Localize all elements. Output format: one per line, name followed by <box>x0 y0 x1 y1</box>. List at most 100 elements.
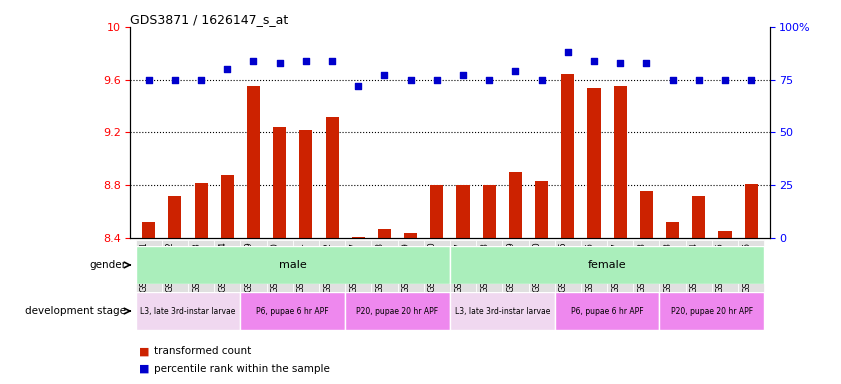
Text: GSM572833: GSM572833 <box>664 242 673 293</box>
Point <box>613 60 627 66</box>
Text: GDS3871 / 1626147_s_at: GDS3871 / 1626147_s_at <box>130 13 288 26</box>
Point <box>246 58 260 64</box>
Bar <box>535 181 548 238</box>
Text: L3, late 3rd-instar larvae: L3, late 3rd-instar larvae <box>455 306 550 316</box>
Bar <box>214 240 241 298</box>
Bar <box>555 292 659 330</box>
Bar <box>424 240 450 298</box>
Bar <box>450 292 555 330</box>
Point <box>692 76 706 83</box>
Bar <box>194 183 208 238</box>
Point <box>142 76 156 83</box>
Point <box>325 58 339 64</box>
Text: P6, pupae 6 hr APF: P6, pupae 6 hr APF <box>571 306 643 316</box>
Text: GSM572823: GSM572823 <box>192 242 201 293</box>
Text: L3, late 3rd-instar larvae: L3, late 3rd-instar larvae <box>140 306 235 316</box>
Text: GSM572827: GSM572827 <box>611 242 620 293</box>
Point <box>483 76 496 83</box>
Bar <box>659 292 764 330</box>
Bar <box>220 175 234 238</box>
Bar <box>614 86 627 238</box>
Bar <box>319 240 345 298</box>
Point <box>457 73 470 79</box>
Bar <box>457 185 469 238</box>
Bar <box>509 172 522 238</box>
Bar <box>273 127 286 238</box>
Bar <box>659 240 685 298</box>
Bar <box>718 232 732 238</box>
Bar <box>711 240 738 298</box>
Text: GSM572824: GSM572824 <box>219 242 227 293</box>
Bar <box>555 240 581 298</box>
Bar <box>352 237 365 238</box>
Bar <box>476 240 502 298</box>
Bar <box>685 240 711 298</box>
Point <box>404 76 417 83</box>
Bar <box>607 240 633 298</box>
Bar <box>188 240 214 298</box>
Bar <box>450 240 476 298</box>
Bar <box>345 292 450 330</box>
Bar <box>247 86 260 238</box>
Bar <box>299 130 312 238</box>
Bar <box>293 240 319 298</box>
Point <box>640 60 653 66</box>
Point <box>168 76 182 83</box>
Bar <box>528 240 555 298</box>
Text: GSM572829: GSM572829 <box>245 242 253 293</box>
Text: P20, pupae 20 hr APF: P20, pupae 20 hr APF <box>357 306 439 316</box>
Bar <box>241 292 345 330</box>
Point <box>718 76 732 83</box>
Text: P20, pupae 20 hr APF: P20, pupae 20 hr APF <box>671 306 753 316</box>
Text: GSM572819: GSM572819 <box>506 242 516 293</box>
Bar <box>450 246 764 284</box>
Bar <box>640 190 653 238</box>
Text: GSM572832: GSM572832 <box>323 242 332 293</box>
Point <box>378 73 391 79</box>
Bar <box>744 184 758 238</box>
Text: GSM572830: GSM572830 <box>271 242 280 293</box>
Bar <box>241 240 267 298</box>
Bar <box>378 229 391 238</box>
Point <box>509 68 522 74</box>
Text: GSM572817: GSM572817 <box>454 242 463 293</box>
Point <box>430 76 443 83</box>
Point <box>535 76 548 83</box>
Bar <box>345 240 372 298</box>
Text: gender: gender <box>89 260 126 270</box>
Point <box>273 60 287 66</box>
Text: GSM572820: GSM572820 <box>532 242 542 293</box>
Text: female: female <box>588 260 627 270</box>
Point <box>194 76 208 83</box>
Bar <box>738 240 764 298</box>
Bar <box>135 240 161 298</box>
Point <box>299 58 313 64</box>
Bar <box>135 246 450 284</box>
Text: GSM572838: GSM572838 <box>375 242 384 293</box>
Bar <box>267 240 293 298</box>
Text: GSM572825: GSM572825 <box>558 242 568 293</box>
Point <box>561 49 574 55</box>
Bar <box>372 240 398 298</box>
Text: P6, pupae 6 hr APF: P6, pupae 6 hr APF <box>257 306 329 316</box>
Bar <box>135 292 241 330</box>
Text: percentile rank within the sample: percentile rank within the sample <box>154 364 330 374</box>
Bar <box>404 233 417 238</box>
Text: transformed count: transformed count <box>154 346 251 356</box>
Text: GSM572828: GSM572828 <box>637 242 647 293</box>
Bar <box>633 240 659 298</box>
Bar <box>161 240 188 298</box>
Text: GSM572822: GSM572822 <box>166 242 175 293</box>
Bar <box>588 88 600 238</box>
Point <box>666 76 680 83</box>
Text: ■: ■ <box>139 364 149 374</box>
Point <box>744 76 758 83</box>
Text: development stage: development stage <box>25 306 126 316</box>
Bar <box>483 185 496 238</box>
Text: male: male <box>279 260 307 270</box>
Point <box>220 66 234 72</box>
Point <box>587 58 600 64</box>
Bar <box>502 240 528 298</box>
Bar <box>398 240 424 298</box>
Bar <box>142 222 156 238</box>
